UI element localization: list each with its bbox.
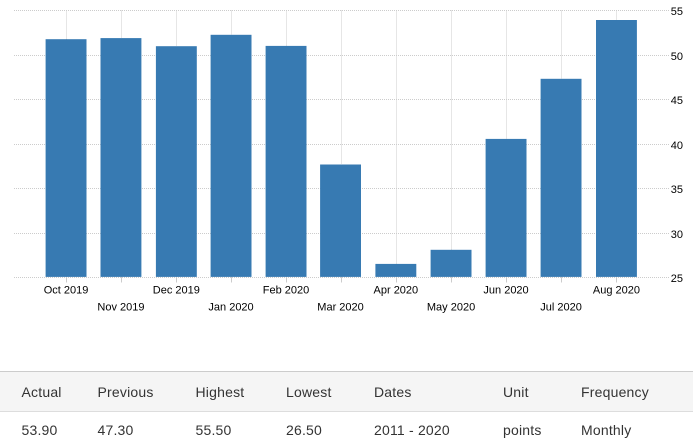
svg-text:Mar 2020: Mar 2020 <box>317 302 363 314</box>
svg-text:Jan 2020: Jan 2020 <box>208 302 253 314</box>
svg-text:Aug 2020: Aug 2020 <box>593 284 640 296</box>
svg-text:Nov 2019: Nov 2019 <box>97 302 144 314</box>
svg-text:Feb 2020: Feb 2020 <box>263 284 309 296</box>
svg-text:Dec 2019: Dec 2019 <box>153 284 200 296</box>
svg-text:45: 45 <box>671 95 683 107</box>
svg-text:55: 55 <box>671 6 683 18</box>
svg-text:May 2020: May 2020 <box>427 302 475 314</box>
svg-text:Jul 2020: Jul 2020 <box>540 302 582 314</box>
svg-text:50: 50 <box>671 51 683 63</box>
svg-text:Jun 2020: Jun 2020 <box>483 284 528 296</box>
svg-text:40: 40 <box>671 140 683 152</box>
svg-text:Oct 2019: Oct 2019 <box>44 284 89 296</box>
svg-text:35: 35 <box>671 184 683 196</box>
svg-text:30: 30 <box>671 229 683 241</box>
svg-text:25: 25 <box>671 273 683 285</box>
svg-text:Apr 2020: Apr 2020 <box>374 284 419 296</box>
